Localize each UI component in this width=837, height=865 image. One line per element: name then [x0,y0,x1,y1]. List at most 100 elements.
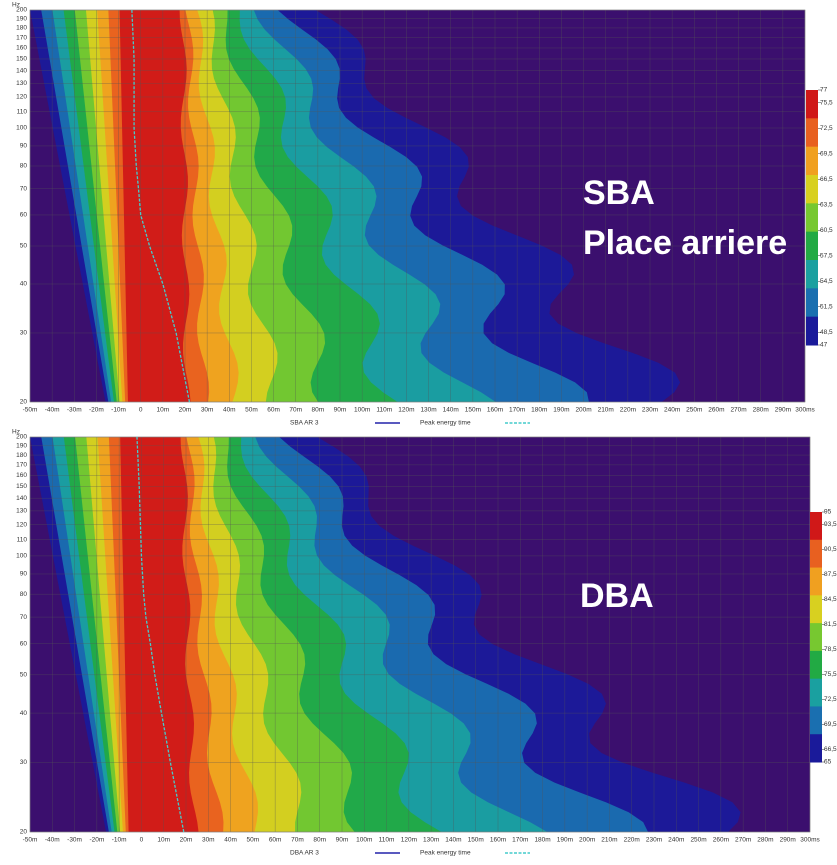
colorbar-segment [806,288,818,318]
x-tick-label: 140m [445,837,461,844]
y-tick-label: 40 [20,281,28,288]
x-tick-label: 30m [202,837,215,844]
x-tick-label: 270m [730,407,746,414]
colorbar-label: 75,5 [820,99,833,106]
colorbar-segment [810,567,822,596]
x-tick-label: 300ms [795,407,815,414]
x-tick-label: 230m [646,837,662,844]
y-tick-label: 190 [16,443,27,450]
y-tick-label: 190 [16,15,27,22]
x-tick-label: 260m [708,407,724,414]
colorbar-label: 93,5 [824,521,837,528]
colorbar-label: 47 [820,342,828,349]
x-tick-label: 110m [376,407,392,414]
y-axis-label: Hz [12,429,20,436]
y-tick-label: 160 [16,472,27,479]
colorbar-label: 90,5 [824,546,837,553]
y-tick-label: 110 [17,536,28,543]
x-tick-label: 10m [157,407,170,414]
colorbar-label: 78,5 [824,646,837,653]
x-tick-label: 250m [686,407,702,414]
x-tick-label: 180m [534,837,550,844]
x-tick-label: 150m [468,837,484,844]
x-tick-label: 140m [443,407,459,414]
colorbar-label: 69,5 [824,721,837,728]
x-tick-label: 160m [490,837,506,844]
colorbar-label: 81,5 [824,621,837,628]
legend-label: Peak energy time [420,420,471,427]
x-tick-label: 190m [557,837,573,844]
colorbar-label: 63,5 [820,201,833,208]
y-tick-label: 100 [16,125,27,132]
colorbar-segment [810,595,822,624]
peak-energy-line [131,9,191,403]
y-tick-label: 120 [16,94,27,101]
y-tick-label: 80 [20,163,28,170]
y-tick-label: 50 [20,672,28,679]
x-tick-label: 280m [753,407,769,414]
x-tick-label: -30m [67,407,82,414]
x-tick-label: 50m [247,837,260,844]
x-tick-label: 70m [291,837,304,844]
x-tick-label: 70m [289,407,302,414]
colorbar-segment [806,90,818,119]
colorbar-label: 57,5 [820,252,833,259]
x-tick-label: 100m [354,407,370,414]
x-tick-label: 20m [180,837,193,844]
x-tick-label: 60m [269,837,282,844]
colorbar-segment [806,231,818,261]
y-tick-label: 80 [20,591,28,598]
y-tick-label: 170 [16,462,27,469]
colorbar-label: 72,5 [824,696,837,703]
y-tick-label: 120 [16,521,27,528]
y-tick-label: 180 [16,452,27,459]
x-tick-label: 240m [664,407,680,414]
x-tick-label: 290m [780,837,796,844]
x-tick-label: -10m [111,407,126,414]
x-tick-label: 180m [531,407,547,414]
colorbar-label: 87,5 [824,571,837,578]
annotation: Place arriere [583,224,787,262]
colorbar-segment [806,175,818,204]
x-tick-label: 0 [140,837,144,844]
colorbar-label: 60,5 [820,227,833,234]
y-tick-label: 90 [20,571,28,578]
x-tick-label: 0 [139,407,143,414]
y-tick-label: 30 [20,759,28,766]
x-tick-label: 250m [690,837,706,844]
colorbar-label: 51,5 [820,303,833,310]
colorbar-label: 75,5 [824,671,837,678]
x-tick-label: -50m [23,837,38,844]
x-tick-label: -30m [67,837,82,844]
x-tick-label: 40m [224,837,237,844]
colorbar-segment [810,734,822,763]
x-tick-label: 160m [487,407,503,414]
x-tick-label: 220m [624,837,640,844]
x-tick-label: 270m [735,837,751,844]
y-tick-label: 60 [20,640,28,647]
colorbar-segment [810,706,822,735]
y-tick-label: 30 [20,330,28,337]
x-tick-label: 240m [668,837,684,844]
y-tick-label: 70 [20,185,28,192]
y-tick-label: 200 [16,7,27,14]
x-tick-label: -20m [89,407,104,414]
y-tick-label: 130 [16,80,27,87]
y-tick-label: 60 [20,212,28,219]
x-tick-label: 120m [401,837,417,844]
x-tick-label: 230m [642,407,658,414]
colorbar-label: 54,5 [820,278,833,285]
x-tick-label: 260m [713,837,729,844]
x-tick-label: 190m [553,407,569,414]
colorbar-label: 48,5 [820,329,833,336]
y-tick-label: 20 [20,399,28,406]
y-tick-label: 110 [17,108,28,115]
x-tick-label: 220m [620,407,636,414]
colorbar-segment [806,260,818,289]
y-tick-label: 20 [20,829,28,836]
x-tick-label: 150m [465,407,481,414]
x-tick-label: -10m [112,837,127,844]
colorbar-segment [810,650,822,680]
x-tick-label: 90m [336,837,349,844]
